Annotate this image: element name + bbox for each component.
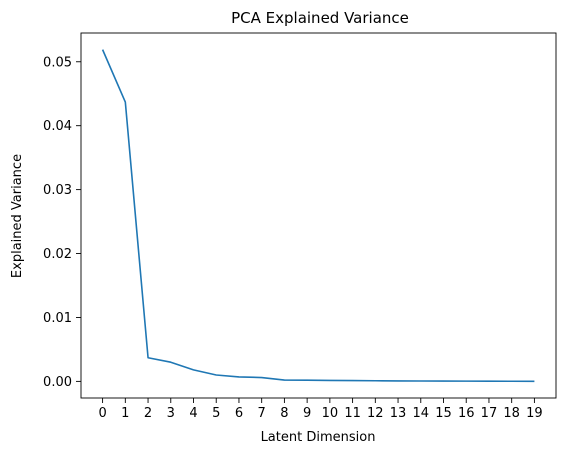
x-tick-label: 14 <box>412 406 429 421</box>
x-axis-label: Latent Dimension <box>261 430 376 445</box>
x-tick-label: 19 <box>526 406 543 421</box>
x-tick-label: 4 <box>189 406 197 421</box>
x-tick-label: 9 <box>303 406 311 421</box>
y-axis-ticks: 0.00 0.01 0.02 0.03 0.04 0.05 <box>43 55 81 390</box>
x-tick-label: 3 <box>167 406 175 421</box>
x-tick-label: 17 <box>481 406 498 421</box>
y-tick-label: 0.02 <box>43 247 72 262</box>
x-tick-label: 15 <box>435 406 452 421</box>
x-tick-label: 6 <box>235 406 243 421</box>
x-axis-ticks: 0 1 2 3 4 5 6 7 8 9 10 11 12 13 14 15 16 17 18 19 <box>98 398 543 421</box>
x-tick-label: 12 <box>367 406 384 421</box>
x-tick-label: 5 <box>212 406 220 421</box>
x-tick-label: 16 <box>458 406 475 421</box>
x-tick-label: 11 <box>344 406 361 421</box>
x-tick-label: 0 <box>98 406 106 421</box>
plot-frame <box>80 32 557 399</box>
series-line <box>101 49 535 383</box>
x-tick-label: 1 <box>121 406 129 421</box>
y-axis-label: Explained Variance <box>10 154 25 278</box>
x-tick-label: 13 <box>390 406 407 421</box>
y-tick-label: 0.01 <box>43 311 72 326</box>
y-tick-label: 0.05 <box>43 55 72 70</box>
x-tick-label: 2 <box>144 406 152 421</box>
y-tick-label: 0.04 <box>43 119 72 134</box>
x-tick-label: 7 <box>258 406 266 421</box>
x-tick-label: 8 <box>280 406 288 421</box>
y-tick-label: 0.00 <box>43 375 72 390</box>
x-tick-label: 10 <box>322 406 339 421</box>
chart-title: PCA Explained Variance <box>231 9 409 27</box>
y-tick-label: 0.03 <box>43 183 72 198</box>
x-tick-label: 18 <box>503 406 520 421</box>
